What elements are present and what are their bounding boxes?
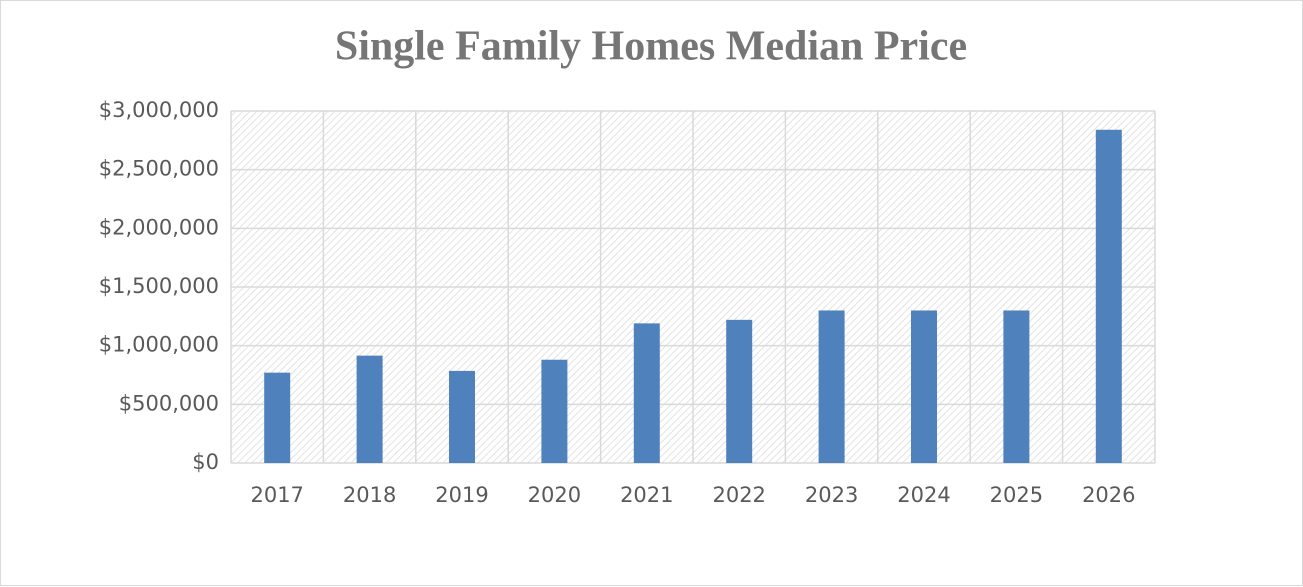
bar xyxy=(1003,310,1030,463)
y-tick-label: $1,500,000 xyxy=(99,274,219,298)
x-tick-label: 2020 xyxy=(528,483,581,507)
bar xyxy=(541,359,568,463)
bar xyxy=(356,355,383,463)
bar xyxy=(449,370,475,463)
y-tick-label: $3,000,000 xyxy=(99,98,219,122)
x-tick-label: 2017 xyxy=(250,483,303,507)
y-tick-label: $2,000,000 xyxy=(99,215,219,239)
y-tick-label: $0 xyxy=(192,450,219,474)
x-tick-label: 2019 xyxy=(435,483,488,507)
x-tick-label: 2024 xyxy=(897,483,950,507)
bar xyxy=(264,372,291,463)
x-tick-label: 2023 xyxy=(805,483,858,507)
bar xyxy=(911,310,937,463)
x-tick-label: 2025 xyxy=(990,483,1043,507)
bar xyxy=(633,323,660,463)
y-tick-label: $2,500,000 xyxy=(99,157,219,181)
bar xyxy=(818,310,845,463)
chart-title: Single Family Homes Median Price xyxy=(335,24,967,70)
x-tick-label: 2026 xyxy=(1082,483,1135,507)
bar xyxy=(1095,129,1122,464)
y-tick-label: $1,000,000 xyxy=(99,333,219,357)
x-tick-label: 2021 xyxy=(620,483,673,507)
bar xyxy=(726,319,753,463)
x-tick-label: 2018 xyxy=(343,483,396,507)
y-tick-label: $500,000 xyxy=(119,391,219,415)
x-tick-label: 2022 xyxy=(712,483,765,507)
